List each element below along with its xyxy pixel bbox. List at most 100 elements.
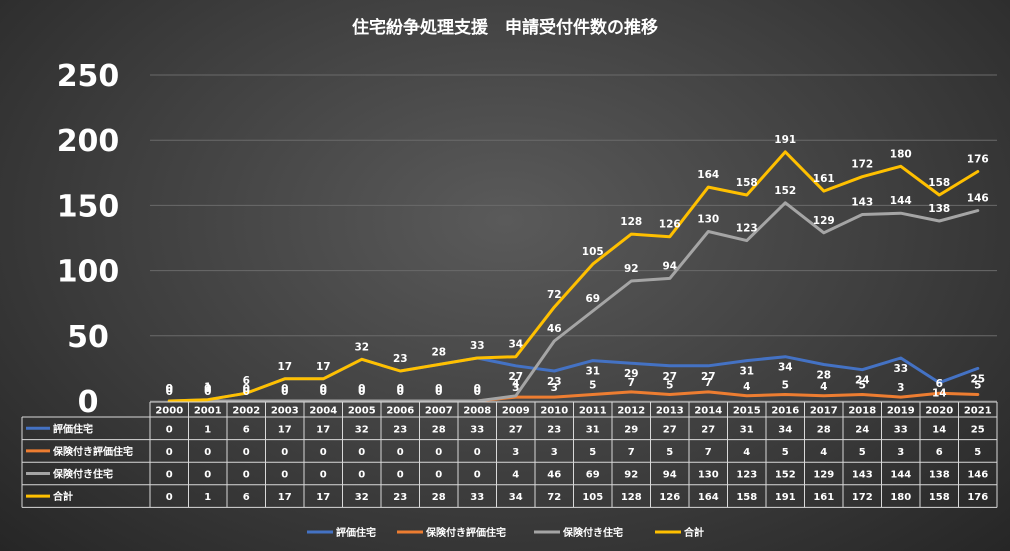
- table-row-header: 保険付き評価住宅: [52, 445, 133, 458]
- table-cell: 31: [586, 424, 600, 435]
- data-label: 0: [320, 383, 327, 395]
- y-tick-label: 0: [78, 385, 99, 420]
- data-label: 24: [855, 375, 870, 387]
- data-label: 72: [547, 289, 562, 301]
- data-label: 0: [358, 386, 365, 398]
- table-cell: 158: [929, 492, 950, 503]
- table-header-year: 2009: [502, 406, 530, 417]
- data-label: 0: [474, 383, 481, 395]
- data-label: 3: [551, 382, 558, 394]
- y-tick-label: 150: [57, 189, 120, 224]
- data-label: 1: [204, 382, 211, 394]
- table-cell: 0: [204, 447, 211, 458]
- table-cell: 23: [547, 424, 561, 435]
- data-label: 0: [474, 386, 481, 398]
- table-cell: 143: [852, 470, 873, 481]
- table-header-year: 2011: [579, 406, 607, 417]
- data-label: 0: [166, 386, 173, 398]
- table-cell: 0: [320, 470, 327, 481]
- table-cell: 0: [358, 447, 365, 458]
- data-label: 7: [705, 377, 712, 389]
- table-cell: 4: [743, 447, 750, 458]
- table-cell: 3: [512, 447, 519, 458]
- data-label: 69: [585, 293, 600, 305]
- legend-label: 保険付き評価住宅: [425, 526, 506, 539]
- data-label: 0: [358, 383, 365, 395]
- table-cell: 126: [659, 492, 680, 503]
- table-cell: 28: [432, 492, 446, 503]
- table-cell: 0: [397, 447, 404, 458]
- data-label: 25: [970, 373, 985, 385]
- data-label: 28: [816, 369, 831, 381]
- table-cell: 32: [355, 424, 369, 435]
- data-label: 0: [397, 386, 404, 398]
- table-header-year: 2010: [540, 406, 568, 417]
- data-table: 2000 2001 2002 2003 2004 2005 2006 2007 2008 2009…: [21, 401, 998, 508]
- table-header-year: 2019: [887, 406, 915, 417]
- table-cell: 0: [204, 470, 211, 481]
- table-cell: 180: [890, 492, 911, 503]
- table-cell: 0: [166, 492, 173, 503]
- table-cell: 17: [316, 492, 330, 503]
- data-label: 6: [936, 378, 943, 390]
- legend-label: 合計: [683, 526, 704, 539]
- data-label: 0: [435, 383, 442, 395]
- table-row-header: 保険付き住宅: [52, 468, 113, 481]
- table-header-year: 2006: [386, 406, 414, 417]
- table-cell: 34: [509, 492, 523, 503]
- data-label: 0: [320, 386, 327, 398]
- table-cell: 5: [859, 447, 866, 458]
- table-cell: 3: [551, 447, 558, 458]
- data-label: 180: [890, 148, 912, 160]
- data-label: 0: [166, 383, 173, 395]
- data-label: 138: [928, 203, 950, 215]
- data-label: 0: [281, 383, 288, 395]
- table-cell: 5: [782, 447, 789, 458]
- table-cell: 123: [736, 470, 757, 481]
- y-tick-label: 200: [57, 124, 120, 159]
- y-tick-label: 250: [57, 59, 120, 94]
- table-header-year: 2016: [771, 406, 799, 417]
- legend-label: 保険付き住宅: [562, 526, 623, 539]
- table-cell: 138: [929, 470, 950, 481]
- data-label: 164: [697, 169, 719, 181]
- table-cell: 0: [281, 470, 288, 481]
- data-label: 146: [967, 193, 989, 205]
- data-label: 176: [967, 153, 989, 165]
- table-cell: 0: [166, 447, 173, 458]
- table-cell: 27: [701, 424, 715, 435]
- table-cell: 0: [166, 424, 173, 435]
- data-label: 5: [974, 379, 981, 391]
- table-header-year: 2001: [194, 406, 222, 417]
- data-label: 0: [204, 386, 211, 398]
- data-label: 17: [277, 361, 292, 373]
- table-cell: 27: [509, 424, 523, 435]
- data-label: 5: [782, 379, 789, 391]
- table-cell: 46: [547, 470, 561, 481]
- table-cell: 152: [775, 470, 796, 481]
- table-cell: 94: [663, 470, 677, 481]
- data-label: 23: [547, 376, 562, 388]
- data-label: 6: [243, 375, 250, 387]
- table-cell: 28: [817, 424, 831, 435]
- table-cell: 5: [589, 447, 596, 458]
- table-cell: 72: [547, 492, 561, 503]
- table-cell: 0: [243, 447, 250, 458]
- table-cell: 27: [663, 424, 677, 435]
- data-label: 0: [243, 386, 250, 398]
- data-label: 33: [893, 363, 908, 375]
- table-cell: 146: [967, 470, 988, 481]
- data-label: 129: [813, 215, 835, 227]
- table-cell: 32: [355, 492, 369, 503]
- table-cell: 17: [278, 424, 292, 435]
- data-label: 28: [431, 346, 446, 358]
- data-label: 0: [435, 386, 442, 398]
- data-label: 130: [697, 213, 719, 225]
- table-cell: 0: [435, 470, 442, 481]
- series-lines: [167, 150, 980, 403]
- table-cell: 0: [243, 470, 250, 481]
- table-cell: 23: [393, 424, 407, 435]
- table-header-year: 2012: [617, 406, 645, 417]
- table-row-header: 評価住宅: [53, 422, 93, 435]
